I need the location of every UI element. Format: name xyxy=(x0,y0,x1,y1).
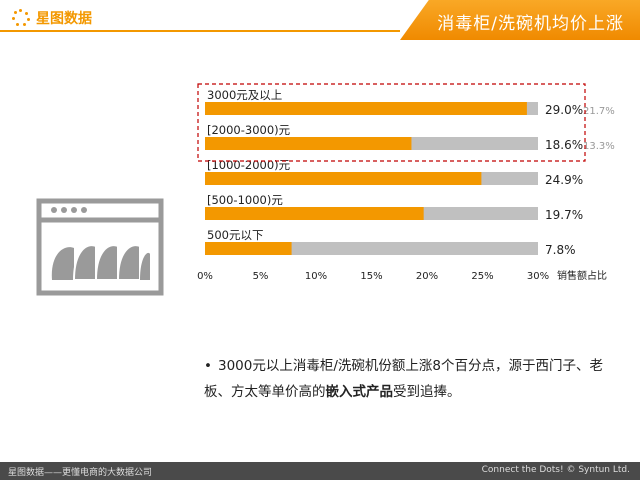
x-tick-label: 25% xyxy=(471,271,493,282)
header: 星图数据 消毒柜/洗碗机均价上涨 xyxy=(0,0,640,40)
x-tick-label: 30% xyxy=(527,271,549,282)
bar xyxy=(205,172,482,185)
footer: 星图数据——更懂电商的大数据公司 Connect the Dots! © Syn… xyxy=(0,462,640,480)
x-tick-label: 20% xyxy=(416,271,438,282)
footer-company: 星图数据——更懂电商的大数据公司 xyxy=(8,468,153,478)
bar xyxy=(205,207,424,220)
x-tick-label: 5% xyxy=(253,271,269,282)
data-label: 24.9% xyxy=(545,173,583,187)
insight-text-end: 受到追捧。 xyxy=(393,384,461,400)
side-label: 21.7% xyxy=(583,106,615,117)
insight-text-bold: 嵌入式产品 xyxy=(325,384,394,400)
bullet-marker: • xyxy=(204,358,212,374)
data-label: 18.6% xyxy=(545,138,583,152)
side-label: 13.3% xyxy=(583,141,615,152)
footer-copyright: Connect the Dots! © Syntun Ltd. xyxy=(481,465,630,475)
x-tick-label: 10% xyxy=(305,271,327,282)
header-title-banner xyxy=(400,0,640,40)
bar xyxy=(205,137,412,150)
category-label: [1000-2000)元 xyxy=(207,158,291,172)
x-axis-label: 销售额占比 xyxy=(557,269,607,282)
x-tick-label: 0% xyxy=(197,271,213,282)
page-title: 消毒柜/洗碗机均价上涨 xyxy=(437,14,624,34)
data-label: 7.8% xyxy=(545,243,576,257)
bar xyxy=(205,242,292,255)
x-tick-label: 15% xyxy=(360,271,382,282)
brand-name: 星图数据 xyxy=(36,11,92,27)
category-label: 3000元及以上 xyxy=(207,88,282,102)
category-label: [2000-3000)元 xyxy=(207,123,291,137)
bar xyxy=(205,102,527,115)
header-divider xyxy=(0,30,400,32)
chart: 3000元及以上 29.0% 21.7% [2000-3000)元 18.6% 13.3%… xyxy=(197,83,615,282)
dishwasher-icon xyxy=(36,198,164,296)
data-label: 29.0% xyxy=(545,103,583,117)
category-label: 500元以下 xyxy=(207,228,263,242)
insight-text: • 3000元以上消毒柜/洗碗机份额上涨8个百分点，源于西门子、老板、方太等单价高… xyxy=(204,353,604,405)
highlight-box xyxy=(197,83,586,162)
insight-text-main: 3000元以上消毒柜/洗碗机份额上涨8个百分点，源于西门子、老板、方太等单价高的 xyxy=(204,358,603,400)
brand: 星图数据 xyxy=(12,8,92,28)
category-label: [500-1000)元 xyxy=(207,193,283,207)
data-label: 19.7% xyxy=(545,208,583,222)
bar-chart: 3000元及以上 29.0% 21.7% [2000-3000)元 18.6% 13.3%… xyxy=(197,83,615,282)
star-logo-icon xyxy=(12,9,30,27)
